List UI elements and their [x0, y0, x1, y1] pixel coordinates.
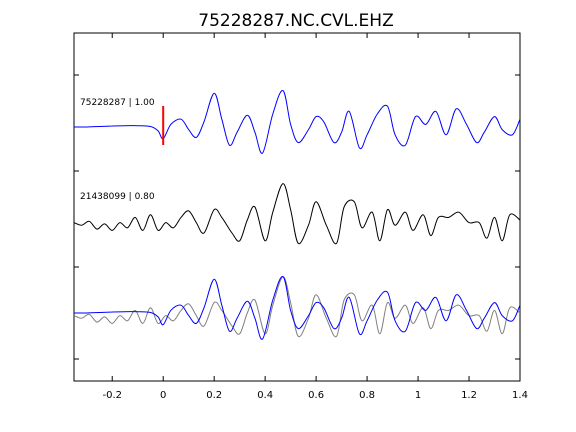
x-tick-label: 1.2: [461, 390, 477, 401]
x-tick-label: 1.4: [512, 390, 528, 401]
x-tick-label: 0.8: [359, 390, 375, 401]
x-tick-label: 0: [160, 390, 166, 401]
trace-line-2: [73, 276, 521, 338]
chart-title: 75228287.NC.CVL.EHZ: [198, 11, 393, 31]
y-axis-ticks: [74, 74, 520, 360]
trace-line-3: [73, 276, 521, 340]
x-tick-label: 1: [415, 390, 421, 401]
trace-line-1: [73, 183, 521, 245]
waveform-traces: [73, 90, 521, 340]
trace-label-0: 75228287 | 1.00: [80, 98, 155, 108]
x-tick-label: 0.6: [308, 390, 324, 401]
x-tick-label: 0.2: [206, 390, 222, 401]
x-tick-label: 0.4: [257, 390, 273, 401]
trace-label-1: 21438099 | 0.80: [80, 192, 155, 202]
trace-labels: 75228287 | 1.00 21438099 | 0.80: [80, 98, 155, 202]
plot-frame: [73, 32, 521, 382]
x-axis: -0.2 0 0.2 0.4 0.6 0.8 1 1.2 1.4: [102, 33, 528, 401]
x-tick-label: -0.2: [102, 390, 122, 401]
